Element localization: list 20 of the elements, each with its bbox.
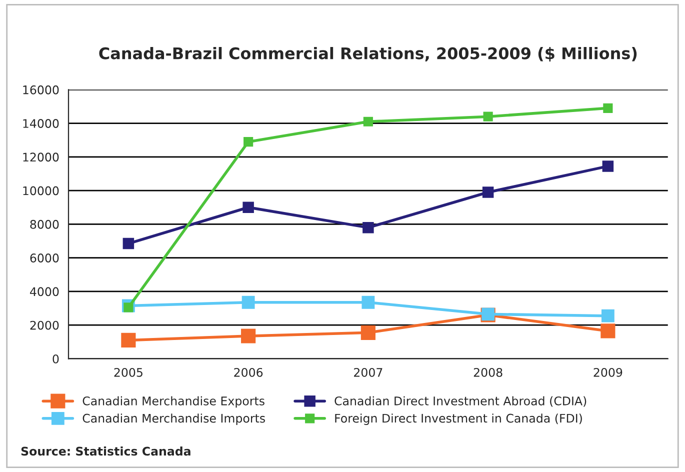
legend-label: Canadian Merchandise Imports xyxy=(82,414,265,426)
x-tick-label: 2006 xyxy=(234,368,263,377)
y-tick-label: 10000 xyxy=(23,186,59,196)
y-tick-label: 0 xyxy=(52,354,59,364)
legend-label: Canadian Merchandise Exports xyxy=(82,396,264,408)
y-tick-label: 4000 xyxy=(30,287,59,296)
x-tick-label: 2007 xyxy=(354,368,382,377)
y-tick-label: 14000 xyxy=(23,119,59,128)
chart-title: Canada-Brazil Commercial Relations, 2005-2009 ($ Millions) xyxy=(99,46,637,62)
legend-label: Canadian Direct Investment Abroad (CDIA) xyxy=(334,396,586,407)
x-tick-label: 2005 xyxy=(114,368,142,377)
x-tick-label: 2008 xyxy=(474,368,502,377)
y-tick-label: 12000 xyxy=(23,152,59,162)
y-tick-label: 6000 xyxy=(30,254,59,262)
legend-label: Foreign Direct Investment in Canada (FDI) xyxy=(335,414,582,426)
y-tick-label: 16000 xyxy=(23,85,59,94)
y-tick-label: 2000 xyxy=(30,320,59,330)
y-tick-label: 8000 xyxy=(30,220,59,229)
source-note: Source: Statistics Canada xyxy=(21,446,190,456)
x-tick-label: 2009 xyxy=(594,368,622,377)
